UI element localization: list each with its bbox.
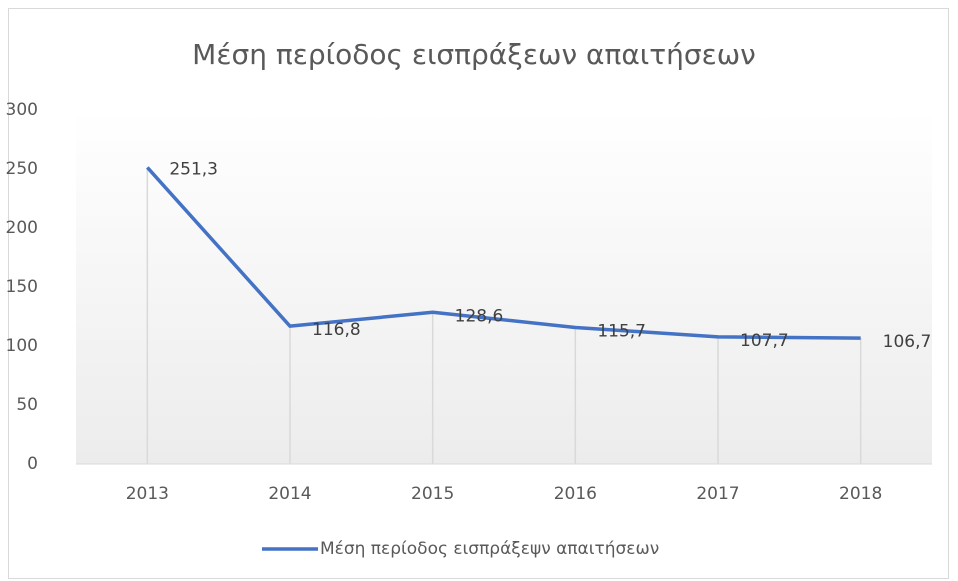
y-tick-label: 250 [6, 159, 38, 179]
y-tick-label: 150 [6, 277, 38, 297]
data-label: 128,6 [455, 306, 504, 326]
x-tick-label: 2013 [126, 484, 169, 504]
data-label: 115,7 [597, 321, 646, 341]
x-tick-label: 2016 [554, 484, 597, 504]
chart-title: Μέση περίοδος εισπράξεων απαιτήσεων [192, 38, 756, 71]
y-tick-label: 200 [6, 218, 38, 238]
y-tick-label: 100 [6, 336, 38, 356]
data-label: 106,7 [883, 332, 932, 352]
data-label: 251,3 [169, 159, 218, 179]
y-tick-label: 0 [27, 454, 38, 474]
x-tick-label: 2018 [839, 484, 882, 504]
x-tick-label: 2014 [268, 484, 311, 504]
y-tick-label: 50 [16, 395, 38, 415]
plot-area [76, 110, 932, 464]
x-tick-label: 2015 [411, 484, 454, 504]
y-tick-label: 300 [6, 100, 38, 120]
legend-label: Μέση περίοδος εισπράξεψν απαιτήσεων [320, 539, 659, 559]
data-label: 116,8 [312, 320, 361, 340]
data-label: 107,7 [740, 331, 789, 351]
series-line [146, 166, 861, 340]
x-tick-label: 2017 [696, 484, 739, 504]
